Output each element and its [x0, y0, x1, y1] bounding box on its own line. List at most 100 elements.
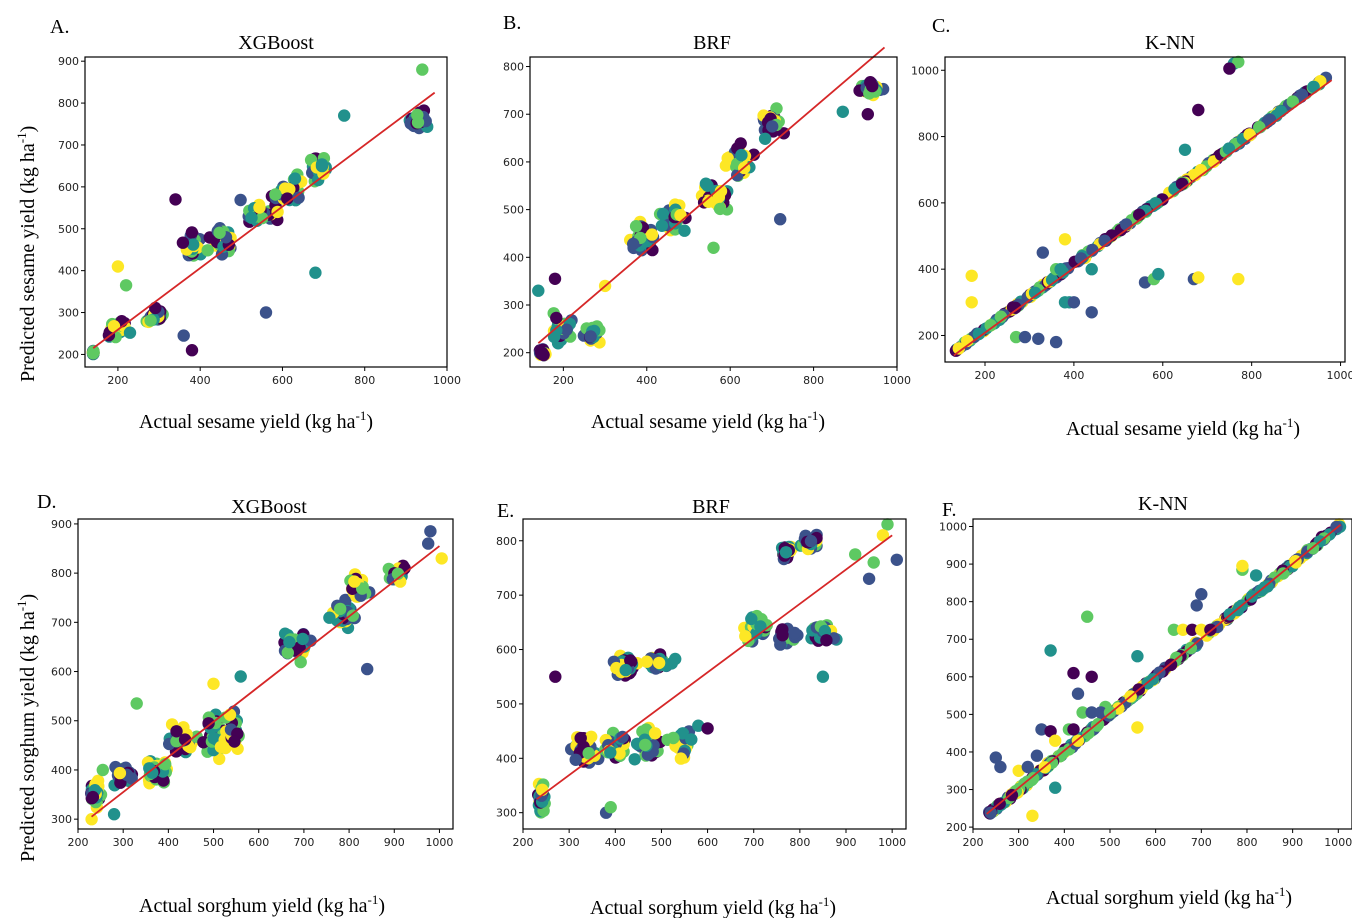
x-tick-label: 200: [975, 369, 996, 382]
scatter-point: [255, 211, 269, 225]
scatter-point: [702, 195, 715, 208]
scatter-point: [560, 323, 573, 336]
scatter-point: [111, 260, 125, 273]
y-tick-label: 600: [946, 671, 967, 684]
scatter-point: [177, 329, 190, 342]
y-tick-label: 400: [58, 265, 79, 278]
scatter-point: [1190, 599, 1203, 612]
x-tick-label: 800: [354, 374, 375, 387]
panel-letter: B.: [503, 12, 521, 34]
y-tick-label: 700: [946, 633, 967, 646]
scatter-point: [656, 207, 670, 221]
scatter-point: [613, 747, 626, 760]
scatter-point: [87, 345, 100, 358]
y-tick-label: 400: [918, 263, 939, 276]
x-tick-label: 1000: [1327, 369, 1352, 382]
panel-a: A. XGBoost 200 400 600 800 1000 200 300 400 500 600…: [50, 16, 461, 433]
scatter-point: [334, 602, 347, 616]
scatter-point: [701, 179, 714, 192]
plot-frame: [972, 518, 1352, 830]
scatter-point: [714, 184, 728, 198]
scatter-point: [866, 79, 879, 93]
scatter-point: [1249, 569, 1263, 582]
scatter-point: [1131, 721, 1144, 734]
scatter-point: [213, 226, 226, 239]
panel-title: XGBoost: [231, 496, 307, 518]
scatter-point: [259, 306, 273, 319]
y-tick-label: 500: [51, 715, 72, 728]
scatter-point: [1032, 332, 1045, 345]
y-tick-label: 500: [946, 708, 967, 721]
scatter-point: [123, 326, 137, 339]
scatter-point: [361, 662, 374, 676]
x-tick-label: 600: [697, 836, 718, 849]
scatter-point: [754, 620, 767, 633]
x-axis-label: Actual sesame yield (kg ha-1): [139, 408, 373, 433]
x-tick-label: 300: [1008, 836, 1029, 849]
y-tick-label: 300: [503, 299, 524, 312]
panel-f: F. K-NN 200 300 400 500 600 700 800 900 1000 200 300…: [939, 493, 1352, 909]
x-axis-label: Actual sorghum yield (kg ha-1): [1046, 884, 1292, 909]
y-tick-label: 800: [946, 596, 967, 609]
y-tick-label: 600: [918, 197, 939, 210]
scatter-point: [881, 518, 894, 531]
scatter-point: [1044, 725, 1057, 738]
x-tick-label: 300: [559, 836, 580, 849]
scatter-point: [292, 191, 305, 204]
scatter-point: [269, 188, 282, 201]
x-tick-label: 400: [636, 374, 657, 387]
scatter-point: [130, 697, 143, 710]
panel-letter: F.: [942, 499, 957, 521]
scatter-point: [652, 656, 666, 670]
scatter-point: [228, 735, 241, 748]
scatter-point: [1223, 62, 1236, 75]
scatter-point: [640, 655, 653, 668]
y-tick-label: 400: [496, 752, 517, 765]
scatter-point: [774, 213, 787, 226]
scatter-point: [1036, 246, 1050, 259]
scatter-points: [949, 55, 1333, 357]
scatter-point: [890, 553, 903, 566]
x-tick-label: 600: [720, 374, 741, 387]
x-tick-label: 500: [1099, 836, 1120, 849]
y-tick-label: 600: [496, 644, 517, 657]
x-tick-label: 500: [203, 836, 224, 849]
scatter-point: [1045, 273, 1059, 287]
scatter-point: [639, 738, 652, 752]
y-tick-label: 700: [51, 616, 72, 629]
scatter-point: [1009, 301, 1022, 314]
scatter-point: [1067, 723, 1080, 736]
scatter-point: [424, 525, 437, 538]
x-tick-label: 400: [605, 836, 626, 849]
scatter-point: [536, 346, 549, 359]
x-axis-label: Actual sesame yield (kg ha-1): [591, 408, 825, 433]
scatter-point: [338, 109, 351, 122]
x-axis-label: Actual sorghum yield (kg ha-1): [139, 892, 385, 917]
y-tick-label: 200: [918, 329, 939, 342]
x-tick-label: 800: [339, 836, 360, 849]
y-tick-label: 800: [58, 97, 79, 110]
x-tick-label: 700: [293, 836, 314, 849]
scatter-point: [1236, 559, 1249, 573]
scatter-point: [435, 552, 448, 565]
plot-frame: [84, 56, 448, 368]
y-tick-label: 400: [503, 251, 524, 264]
scatter-point: [788, 626, 801, 640]
scatter-point: [1005, 788, 1019, 802]
scatter-point: [548, 272, 562, 285]
scatter-point: [776, 629, 789, 642]
x-tick-label: 600: [1145, 836, 1166, 849]
scatter-point: [1131, 650, 1144, 663]
scatter-point: [119, 279, 133, 292]
x-tick-label: 400: [190, 374, 211, 387]
scatter-point: [315, 158, 329, 171]
panel-title: BRF: [692, 496, 730, 518]
scatter-point: [836, 105, 849, 119]
scatter-point: [348, 575, 361, 588]
y-tick-label: 300: [496, 807, 517, 820]
scatter-point: [1186, 623, 1199, 636]
x-tick-label: 700: [1191, 836, 1212, 849]
y-tick-label: 1000: [939, 521, 967, 534]
scatter-point: [1026, 809, 1039, 822]
